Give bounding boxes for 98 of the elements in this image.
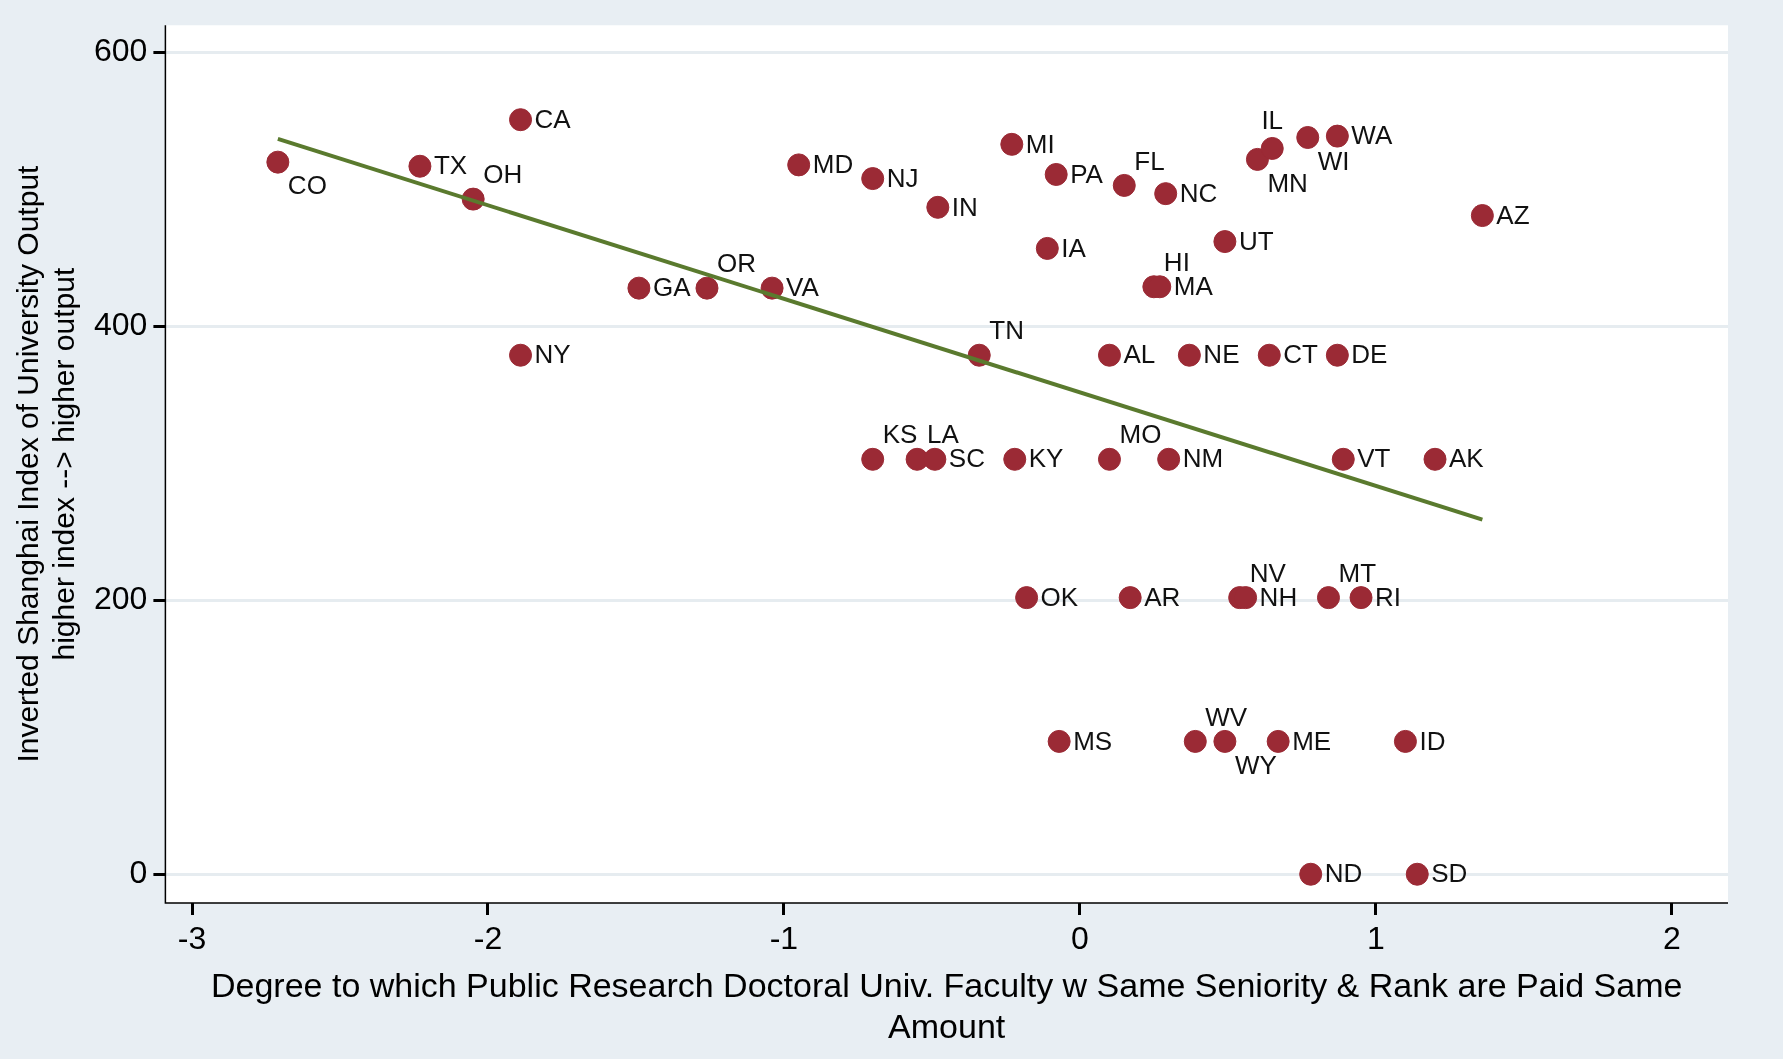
point — [1097, 447, 1121, 471]
point — [1047, 729, 1071, 753]
point — [627, 276, 651, 300]
data-label: NM — [1182, 443, 1224, 474]
point — [1177, 343, 1201, 367]
data-label: VT — [1357, 443, 1391, 474]
data-label: NC — [1179, 177, 1218, 208]
data-label: NJ — [886, 162, 919, 193]
point — [1470, 204, 1494, 228]
point — [509, 108, 533, 132]
data-label: FL — [1134, 145, 1165, 176]
data-label: MO — [1119, 419, 1162, 450]
point — [1000, 132, 1024, 156]
point — [926, 195, 950, 219]
point — [1044, 162, 1068, 186]
x-tick-label: 0 — [1070, 920, 1089, 957]
point — [861, 447, 885, 471]
point — [1035, 236, 1059, 260]
data-label: KY — [1028, 443, 1064, 474]
point — [1154, 182, 1178, 206]
data-label: TX — [433, 150, 468, 181]
data-label: GA — [652, 272, 692, 303]
point — [1015, 586, 1039, 610]
point — [1331, 447, 1355, 471]
data-label: RI — [1375, 581, 1402, 612]
point — [1349, 586, 1373, 610]
x-tick-label: -1 — [769, 920, 799, 957]
point — [1260, 136, 1284, 160]
point — [1157, 447, 1181, 471]
x-tick-label: -3 — [177, 920, 207, 957]
point — [1245, 147, 1269, 171]
data-label: CA — [534, 103, 572, 134]
data-label: IL — [1261, 104, 1284, 135]
y-axis-title: Inverted Shanghai Index of University Output higher index --> higher output — [11, 164, 81, 763]
data-label: UT — [1238, 225, 1274, 256]
data-label: PA — [1070, 158, 1104, 189]
point — [861, 167, 885, 191]
x-tick-label: 1 — [1366, 920, 1385, 957]
y-tick-label: 600 — [94, 32, 148, 69]
point — [408, 154, 432, 178]
data-label: AL — [1123, 339, 1156, 370]
data-label: ME — [1292, 725, 1332, 756]
point — [1112, 173, 1136, 197]
data-label: MI — [1025, 128, 1055, 159]
point — [1405, 862, 1429, 886]
data-label: CT — [1283, 339, 1319, 370]
data-label: NE — [1203, 339, 1240, 370]
point — [1257, 343, 1281, 367]
point — [1118, 586, 1142, 610]
x-axis-title: Degree to which Public Research Doctoral Univ. Faculty w Same Seniority & Rank are Paid Same Amount — [210, 966, 1683, 1045]
data-label: IA — [1061, 232, 1087, 263]
point — [1325, 124, 1349, 148]
data-label: WV — [1205, 701, 1248, 732]
data-label: MN — [1267, 167, 1308, 198]
data-label: KS — [882, 419, 918, 450]
point — [695, 276, 719, 300]
x-tick-label: -2 — [473, 920, 503, 957]
data-label: AR — [1144, 581, 1181, 612]
data-label: MS — [1073, 725, 1113, 756]
data-label: OR — [716, 248, 756, 279]
point — [1325, 343, 1349, 367]
data-label: WI — [1317, 145, 1350, 176]
data-label: VA — [786, 272, 820, 303]
point — [787, 153, 811, 177]
data-label: ID — [1419, 725, 1446, 756]
y-tick-label: 200 — [94, 580, 148, 617]
data-label: AK — [1449, 443, 1485, 474]
data-label: SD — [1431, 858, 1468, 889]
data-label: MT — [1338, 557, 1377, 588]
data-label: DE — [1351, 339, 1388, 370]
point — [266, 150, 290, 174]
point — [1299, 862, 1323, 886]
point — [1097, 343, 1121, 367]
data-label: CO — [287, 170, 327, 201]
data-label: AZ — [1496, 199, 1530, 230]
y-tick-label: 0 — [129, 854, 148, 891]
data-label: OK — [1040, 581, 1079, 612]
point — [1296, 125, 1320, 149]
point — [1183, 729, 1207, 753]
point — [923, 447, 947, 471]
point — [1393, 729, 1417, 753]
point — [509, 343, 533, 367]
data-label: MD — [812, 149, 854, 180]
data-label: ND — [1324, 858, 1363, 889]
data-label: NY — [534, 339, 571, 370]
point — [1423, 447, 1447, 471]
data-label: IN — [951, 191, 978, 222]
point — [1316, 586, 1340, 610]
data-label: WA — [1351, 120, 1393, 151]
data-label: OH — [483, 159, 523, 190]
x-tick-label: 2 — [1662, 920, 1681, 957]
point — [1213, 729, 1237, 753]
point — [1003, 447, 1027, 471]
point — [1266, 729, 1290, 753]
y-tick-label: 400 — [94, 306, 148, 343]
data-label: WY — [1234, 749, 1277, 780]
data-label: TN — [989, 315, 1024, 346]
point — [1213, 230, 1237, 254]
